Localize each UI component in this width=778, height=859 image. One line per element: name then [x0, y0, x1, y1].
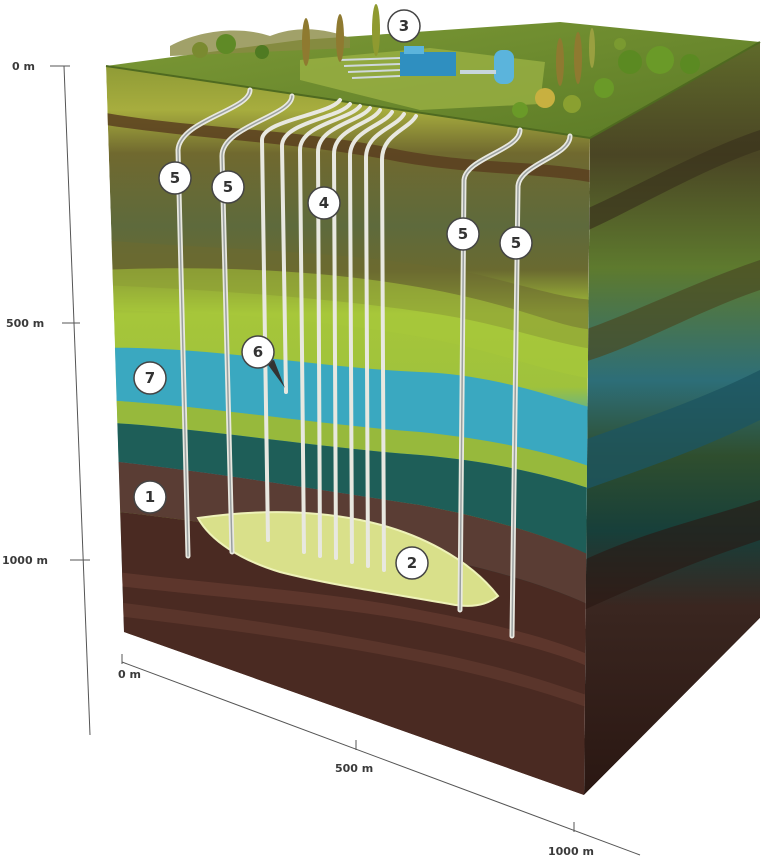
plant-site — [300, 48, 545, 110]
wells — [175, 87, 573, 639]
surface-landscape — [105, 4, 761, 140]
marker-5c: 5 — [446, 217, 480, 251]
depth-label-1000: 1000 m — [2, 554, 48, 567]
marker-7: 7 — [133, 361, 167, 395]
marker-5a: 5 — [158, 161, 192, 195]
marker-5b: 5 — [211, 170, 245, 204]
injection-well-right-2 — [509, 133, 573, 639]
injection-well-left-1 — [175, 87, 253, 559]
marker-7-label: 7 — [145, 369, 155, 387]
cooling-tank — [494, 50, 514, 84]
marker-3-label: 3 — [399, 17, 409, 35]
marker-1-label: 1 — [145, 488, 155, 506]
production-well-cluster — [259, 98, 418, 572]
width-label-1000: 1000 m — [548, 845, 594, 858]
depth-axis: 0 m 500 m 1000 m — [2, 60, 91, 736]
trees — [192, 4, 700, 118]
block-side-face — [584, 42, 760, 795]
width-axis-line — [121, 661, 641, 856]
marker-3: 3 — [387, 9, 421, 43]
marker-2: 2 — [395, 546, 429, 580]
marker-4-label: 4 — [319, 194, 329, 212]
marker-5d: 5 — [499, 226, 533, 260]
marker-5d-label: 5 — [511, 234, 521, 252]
depth-label-500: 500 m — [6, 317, 44, 330]
marker-2-label: 2 — [407, 554, 417, 572]
depth-label-0: 0 m — [12, 60, 35, 73]
pipe-network — [339, 57, 401, 79]
width-label-500: 500 m — [335, 762, 373, 775]
depth-axis-line — [63, 65, 91, 736]
marker-5a-label: 5 — [170, 169, 180, 187]
width-label-0: 0 m — [118, 668, 141, 681]
marker-1: 1 — [133, 480, 167, 514]
marker-4: 4 — [307, 186, 341, 220]
marker-5c-label: 5 — [458, 225, 468, 243]
marker-6: 6 — [241, 335, 285, 388]
power-plant-building — [400, 52, 456, 76]
injection-well-left-2 — [219, 93, 295, 555]
injection-well-right-1 — [457, 127, 523, 613]
marker-6-label: 6 — [253, 343, 263, 361]
reservoir-shape — [196, 511, 500, 607]
width-axis: 0 m 500 m 1000 m — [118, 654, 641, 858]
marker-5b-label: 5 — [223, 178, 233, 196]
